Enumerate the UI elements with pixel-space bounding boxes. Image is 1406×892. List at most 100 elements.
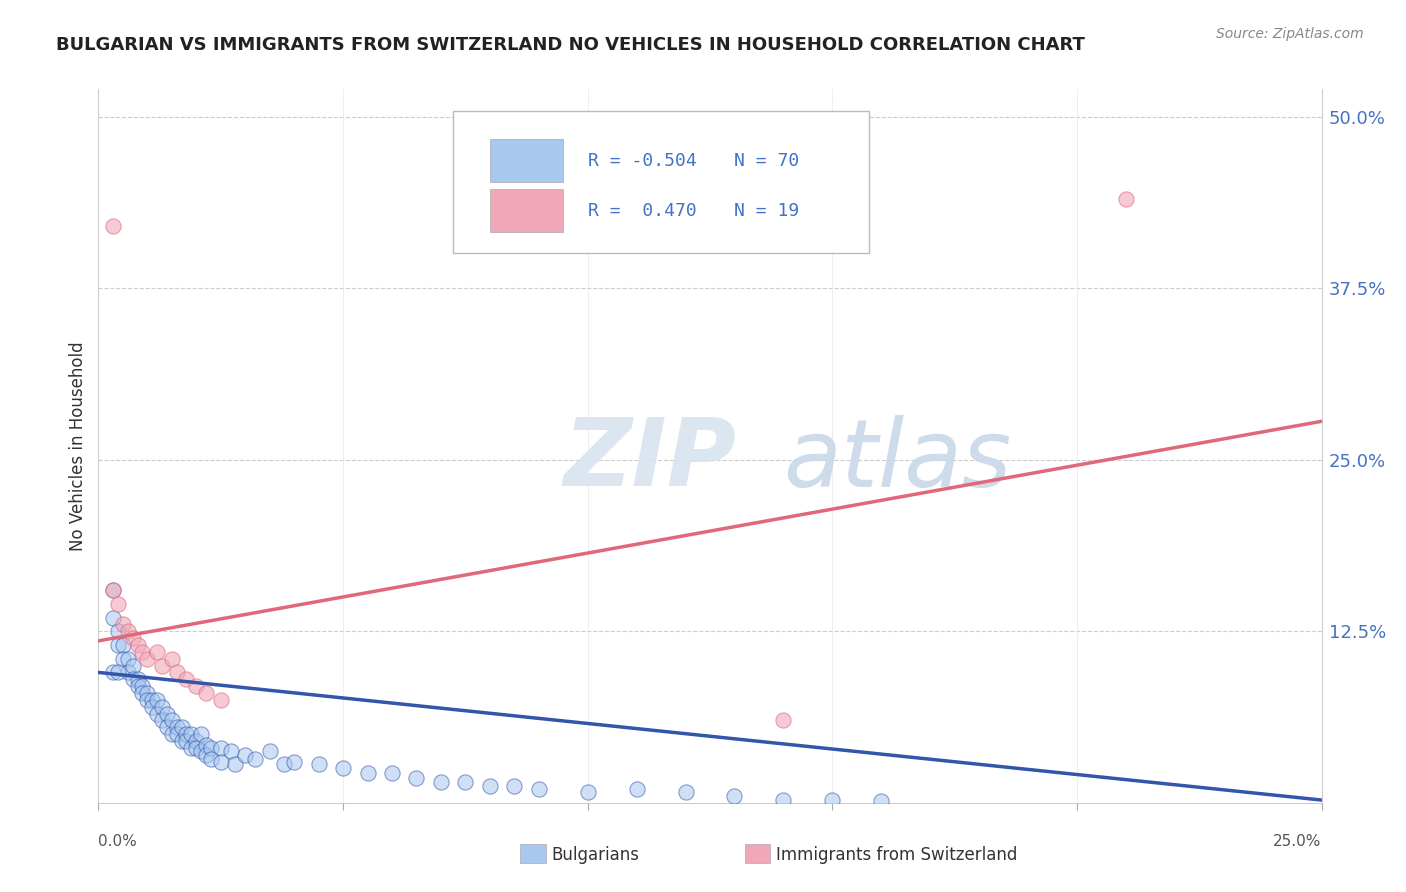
Point [1115, 192, 1137, 206]
Point [107, 665, 129, 680]
Point [101, 665, 124, 680]
Text: BULGARIAN VS IMMIGRANTS FROM SWITZERLAND NO VEHICLES IN HOUSEHOLD CORRELATION CH: BULGARIAN VS IMMIGRANTS FROM SWITZERLAND… [56, 36, 1085, 54]
Text: Immigrants from Switzerland: Immigrants from Switzerland [776, 846, 1018, 863]
Point [190, 727, 212, 741]
Point [430, 775, 453, 789]
Point [111, 651, 134, 665]
Point [121, 631, 143, 645]
Point [190, 744, 212, 758]
Point [224, 757, 246, 772]
Text: 0.0%: 0.0% [98, 834, 138, 849]
Point [127, 638, 149, 652]
Point [156, 720, 179, 734]
Point [195, 738, 218, 752]
Point [150, 699, 173, 714]
Point [127, 679, 149, 693]
Point [111, 638, 134, 652]
Point [156, 706, 179, 721]
Point [176, 727, 198, 741]
Point [101, 219, 124, 234]
Point [821, 793, 844, 807]
Point [101, 583, 124, 598]
Point [405, 771, 427, 785]
Point [186, 679, 208, 693]
Point [273, 757, 295, 772]
Point [101, 583, 124, 598]
Point [195, 747, 218, 762]
Point [626, 782, 648, 797]
Point [332, 762, 354, 776]
Point [186, 740, 208, 755]
Point [101, 610, 124, 624]
Text: N = 19: N = 19 [734, 202, 800, 219]
Point [772, 793, 794, 807]
Point [170, 734, 193, 748]
Point [176, 673, 198, 687]
Point [166, 720, 188, 734]
Point [527, 782, 550, 797]
Point [150, 714, 173, 728]
Point [170, 720, 193, 734]
Text: atlas: atlas [783, 415, 1012, 506]
Point [146, 693, 169, 707]
Point [200, 740, 222, 755]
Point [136, 686, 159, 700]
Point [131, 686, 153, 700]
Point [478, 780, 501, 794]
Point [308, 757, 330, 772]
Point [219, 744, 242, 758]
Point [356, 765, 378, 780]
Text: Source: ZipAtlas.com: Source: ZipAtlas.com [1216, 27, 1364, 41]
Text: 25.0%: 25.0% [1274, 834, 1322, 849]
Point [675, 785, 697, 799]
Point [209, 740, 232, 755]
Point [283, 755, 305, 769]
Point [107, 597, 129, 611]
Point [127, 673, 149, 687]
Point [576, 785, 599, 799]
Point [209, 693, 232, 707]
Point [160, 727, 183, 741]
FancyBboxPatch shape [453, 111, 869, 253]
FancyBboxPatch shape [489, 139, 564, 182]
Text: N = 70: N = 70 [734, 152, 800, 169]
Point [111, 617, 134, 632]
Point [186, 734, 208, 748]
Point [259, 744, 281, 758]
Text: Bulgarians: Bulgarians [551, 846, 640, 863]
Point [141, 699, 163, 714]
Point [117, 651, 139, 665]
Point [772, 714, 794, 728]
Point [381, 765, 404, 780]
Point [503, 780, 526, 794]
Point [121, 658, 143, 673]
Point [150, 658, 173, 673]
Text: R =  0.470: R = 0.470 [588, 202, 696, 219]
Point [136, 651, 159, 665]
FancyBboxPatch shape [489, 189, 564, 232]
Y-axis label: No Vehicles in Household: No Vehicles in Household [69, 341, 87, 551]
Point [160, 714, 183, 728]
Point [121, 673, 143, 687]
Point [180, 740, 202, 755]
Point [136, 693, 159, 707]
Point [166, 665, 188, 680]
Point [160, 651, 183, 665]
Point [107, 624, 129, 639]
Point [233, 747, 256, 762]
Point [107, 638, 129, 652]
Point [454, 775, 477, 789]
Point [195, 686, 218, 700]
Point [200, 752, 222, 766]
Point [176, 734, 198, 748]
Point [166, 727, 188, 741]
Point [141, 693, 163, 707]
Point [243, 752, 266, 766]
Point [209, 755, 232, 769]
Point [117, 665, 139, 680]
Point [723, 789, 745, 803]
Text: R = -0.504: R = -0.504 [588, 152, 696, 169]
Point [146, 645, 169, 659]
Point [131, 679, 153, 693]
Point [146, 706, 169, 721]
